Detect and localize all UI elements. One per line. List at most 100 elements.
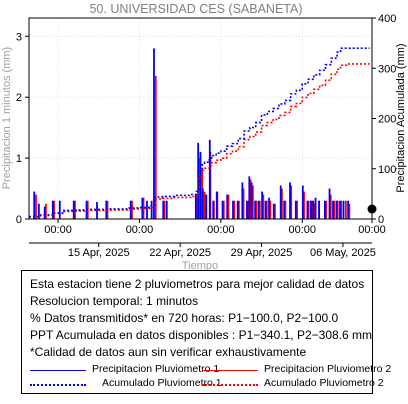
- x-date-label: 22 Apr, 2025: [149, 247, 211, 259]
- rain-bar: [72, 200, 75, 219]
- rain-bar: [348, 203, 351, 219]
- rain-bar: [269, 200, 272, 219]
- rain-bar: [257, 200, 260, 219]
- rain-bar: [329, 194, 332, 219]
- rain-bar: [294, 200, 297, 219]
- p1-bars: [33, 48, 350, 219]
- rain-bar: [332, 200, 334, 219]
- x-tick-label: 00:00: [358, 224, 386, 236]
- rain-bar: [335, 200, 338, 219]
- rain-bar: [306, 200, 309, 219]
- rain-bar: [318, 200, 320, 219]
- y-left-tick-label: 1: [16, 153, 22, 165]
- rain-bar: [194, 194, 197, 219]
- y-axis-right: 0 100 200 300 400: [372, 13, 396, 226]
- x-tick-label: 00:00: [44, 224, 72, 236]
- info-legend-box: Esta estacion tiene 2 pluviometros para …: [21, 270, 391, 394]
- rain-bar: [279, 185, 282, 219]
- rain-bar: [221, 200, 224, 219]
- rain-bar: [226, 194, 229, 219]
- legend-swatch-p2-bar: [202, 370, 258, 371]
- rain-bar: [241, 182, 244, 219]
- y-right-tick-label: 0: [378, 214, 384, 226]
- note-line-1: Esta estacion tiene 2 pluviometros para …: [30, 277, 365, 291]
- rain-bar: [333, 200, 336, 219]
- legend-label-p1-bar: Precipitacion Pluviometro 1: [92, 363, 220, 375]
- rain-bar: [246, 200, 248, 219]
- note-line-2: Resolucion temporal: 1 minutos: [30, 294, 199, 308]
- rain-bar: [153, 48, 155, 219]
- x-tick-label: 00:00: [126, 224, 154, 236]
- rain-bar: [233, 200, 236, 219]
- y-left-tick-label: 0: [16, 214, 22, 226]
- rain-bar: [312, 200, 315, 219]
- rain-bar: [150, 200, 153, 219]
- y-left-tick-label: 3: [16, 31, 22, 43]
- rain-bar: [96, 201, 98, 219]
- y-right-tick-label: 300: [378, 63, 396, 75]
- y-left-tick-label: 2: [16, 92, 22, 104]
- legend-label-p1-acc: Acumulado Pluviometro 1: [102, 377, 222, 389]
- rain-bar: [51, 200, 54, 219]
- rain-bar: [215, 191, 218, 219]
- rain-bar: [208, 139, 211, 219]
- rain-bar: [314, 197, 317, 219]
- rain-bar: [281, 188, 283, 219]
- rain-bar: [131, 200, 133, 219]
- rain-bar: [340, 200, 343, 219]
- y-right-tick-label: 200: [378, 114, 396, 126]
- x-axis-label: Tiempo: [182, 260, 218, 272]
- rain-bar: [242, 188, 245, 219]
- rain-bar: [268, 197, 270, 219]
- rain-bar: [232, 200, 234, 219]
- rain-bar: [251, 185, 254, 219]
- x-tick-label: 00:00: [207, 224, 235, 236]
- rain-bar: [44, 203, 47, 219]
- rain-bar: [262, 194, 265, 219]
- rain-bar: [33, 191, 36, 219]
- legend-swatch-p1-bar: [30, 370, 86, 371]
- rain-bar: [311, 200, 314, 219]
- y-right-tick-label: 400: [378, 13, 396, 25]
- rain-bar: [212, 200, 215, 219]
- legend-label-p2-bar: Precipitacion Pluviometro 2: [264, 363, 392, 375]
- rain-bar: [163, 200, 166, 219]
- rain-bar: [227, 194, 230, 219]
- p2-accumulated-line: [29, 63, 370, 218]
- y-right-tick-label: 100: [378, 164, 396, 176]
- rain-bar: [53, 200, 55, 219]
- rain-bar: [342, 200, 345, 219]
- x-axis: 00:00 00:00 00:00 00:00 00:00 15 Apr, 2025 22 …: [29, 219, 386, 259]
- rain-bar: [205, 194, 208, 219]
- x-date-label: 29 Apr, 2025: [231, 247, 293, 259]
- rain-bar: [247, 200, 250, 219]
- rain-bar: [313, 203, 316, 219]
- rain-bar: [284, 200, 287, 219]
- rain-bar: [37, 203, 40, 219]
- rain-bar: [347, 200, 350, 219]
- legend-label-p2-acc: Acumulado Pluviometro 2: [264, 377, 384, 389]
- rain-bar: [248, 176, 251, 219]
- rain-bar: [336, 200, 339, 219]
- note-line-3: % Datos transmitidos* en 720 horas: P1−1…: [30, 311, 339, 325]
- rain-bar: [344, 200, 347, 219]
- rain-bar: [236, 200, 239, 219]
- rain-bar: [264, 200, 267, 219]
- rain-bar: [250, 182, 253, 219]
- rain-bar: [58, 200, 61, 219]
- rain-bar: [307, 200, 310, 219]
- legend-swatch-p1-acc: [30, 384, 86, 386]
- legend-swatch-p2-acc: [202, 384, 258, 386]
- chart-title: 50. UNIVERSIDAD CES (SABANETA): [89, 2, 302, 16]
- rain-bar: [222, 200, 225, 219]
- rain-bar: [154, 75, 157, 219]
- rain-bar: [249, 179, 252, 219]
- y-axis-left: 0 1 2 3: [16, 31, 29, 226]
- rain-bar: [255, 200, 258, 219]
- rain-bar: [325, 200, 327, 219]
- rain-bar: [283, 200, 286, 219]
- rain-bar: [129, 200, 132, 219]
- rain-bar: [162, 200, 165, 219]
- rain-bar: [274, 203, 276, 219]
